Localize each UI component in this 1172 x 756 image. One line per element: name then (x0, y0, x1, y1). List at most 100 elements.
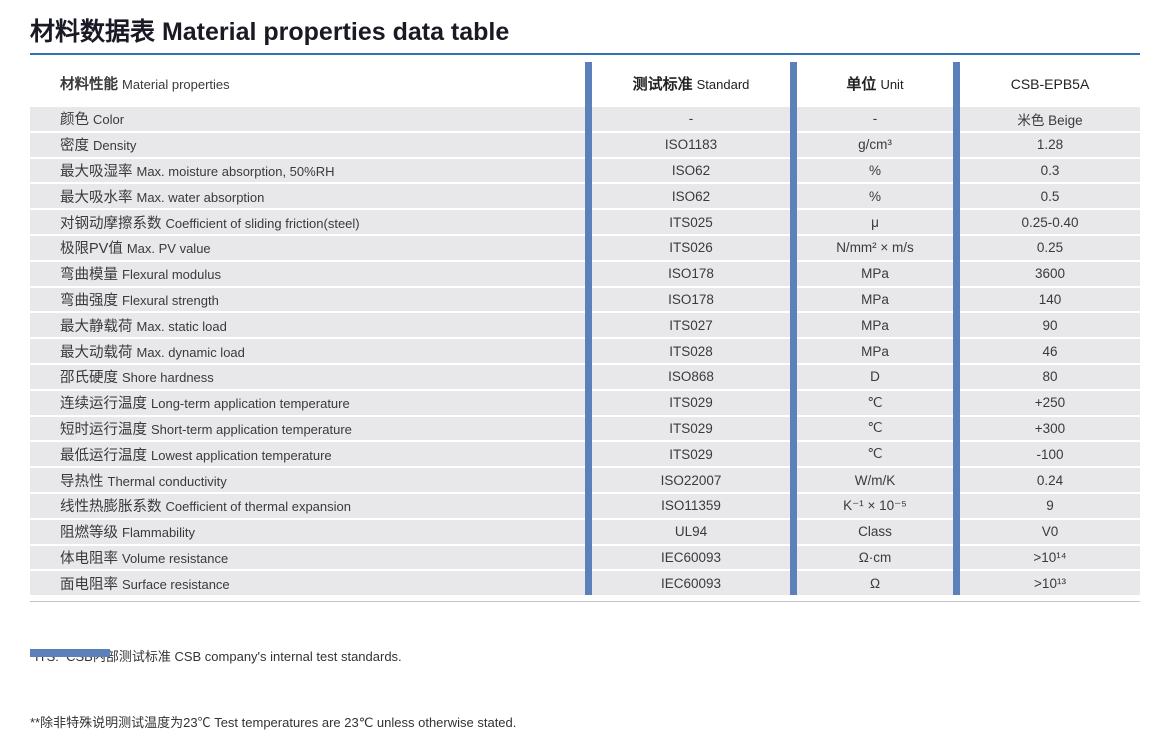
property-name-en: Surface resistance (122, 576, 230, 592)
property-cell: 短时运行温度 Short-term application temperature (30, 418, 585, 439)
standard-cell: ITS026 (669, 240, 713, 256)
property-name-en: Short-term application temperature (151, 421, 352, 437)
header-standard-zh: 测试标准 (632, 76, 693, 93)
standard-cell: ISO868 (668, 369, 714, 385)
property-cell: 最大动载荷 Max. dynamic load (30, 341, 585, 362)
standard-cell: UL94 (674, 524, 708, 540)
unit-cell: % (868, 162, 881, 178)
property-cell: 连续运行温度 Long-term application temperature (30, 392, 585, 413)
property-cell: 阻燃等级 Flammability (30, 521, 585, 542)
footnotes: *ITS: CSB内部测试标准 CSB company's internal t… (30, 602, 516, 756)
property-name-en: Flammability (122, 525, 195, 541)
unit-cell: ℃ (867, 420, 883, 436)
standard-cell: ISO62 (671, 162, 711, 178)
value-cell: -100 (1036, 446, 1064, 462)
property-cell: 邵氏硬度 Shore hardness (30, 366, 585, 387)
unit-cell: MPa (861, 343, 889, 359)
header-property-en: Material properties (122, 77, 230, 92)
property-name-zh: 邵氏硬度 (60, 370, 118, 387)
property-name-zh: 阻燃等级 (60, 525, 118, 542)
header-property: 材料性能 Material properties (30, 73, 585, 94)
property-name-zh: 面电阻率 (60, 576, 118, 593)
property-cell: 弯曲强度 Flexural strength (30, 289, 585, 310)
footnote-temperature: **除非特殊说明测试温度为23℃ Test temperatures are 2… (30, 715, 517, 730)
header-standard: 测试标准 Standard (592, 73, 790, 94)
header-standard-en: Standard (696, 77, 750, 92)
standard-cell: ITS029 (669, 446, 713, 462)
standard-cell: ISO178 (668, 266, 714, 282)
property-name-zh: 密度 (60, 138, 89, 155)
value-cell: 0.24 (1036, 472, 1064, 488)
value-cell: 3600 (1034, 266, 1066, 282)
standard-cell: ITS029 (669, 420, 713, 436)
value-cell: 0.5 (1040, 188, 1060, 204)
property-name-zh: 连续运行温度 (60, 396, 147, 413)
unit-cell: Ω (869, 575, 881, 591)
value-cell: 0.25-0.40 (1021, 214, 1079, 230)
unit-cell: ℃ (867, 446, 883, 462)
value-cell: 140 (1038, 291, 1062, 307)
property-name-en: Thermal conductivity (107, 473, 227, 489)
standard-cell: ITS029 (669, 395, 713, 411)
property-name-en: Density (93, 138, 137, 154)
property-name-zh: 最低运行温度 (60, 447, 147, 464)
property-name-zh: 弯曲强度 (60, 292, 118, 309)
value-cell: 46 (1042, 343, 1058, 359)
property-name-zh: 体电阻率 (60, 550, 118, 567)
property-cell: 最大吸湿率 Max. moisture absorption, 50%RH (30, 160, 585, 181)
property-name-en: Max. moisture absorption, 50%RH (136, 163, 335, 179)
property-name-zh: 对钢动摩擦系数 (60, 215, 162, 232)
property-name-en: Color (93, 112, 125, 128)
table-bottom-rule (30, 601, 1140, 602)
value-cell: V0 (1041, 524, 1059, 540)
standard-cell: IEC60093 (660, 549, 722, 565)
unit-cell: W/m/K (854, 472, 896, 488)
property-cell: 最低运行温度 Lowest application temperature (30, 444, 585, 465)
standard-cell: - (688, 111, 694, 127)
property-name-en: Coefficient of sliding friction(steel) (165, 215, 360, 231)
property-cell: 体电阻率 Volume resistance (30, 547, 585, 568)
property-cell: 面电阻率 Surface resistance (30, 573, 585, 594)
page-accent-bar (30, 649, 110, 657)
standard-cell: ISO22007 (660, 472, 722, 488)
value-cell: +300 (1034, 420, 1066, 436)
property-cell: 颜色 Color (30, 108, 585, 129)
column-separator-2 (790, 62, 797, 596)
value-cell: 0.25 (1036, 240, 1064, 256)
property-cell: 对钢动摩擦系数 Coefficient of sliding friction(s… (30, 212, 585, 233)
property-cell: 最大吸水率 Max. water absorption (30, 186, 585, 207)
header-grade-label: CSB-EPB5A (1010, 75, 1090, 92)
header-grade: CSB-EPB5A (960, 76, 1140, 92)
header-unit-zh: 单位 (846, 76, 877, 93)
unit-cell: Ω·cm (858, 549, 892, 565)
unit-cell: Class (858, 524, 892, 540)
value-cell: 米色 Beige (1017, 112, 1083, 128)
value-cell: 80 (1042, 369, 1058, 385)
property-name-en: Flexural strength (122, 292, 219, 308)
value-cell: >10¹⁴ (1033, 549, 1067, 565)
property-cell: 弯曲模量 Flexural modulus (30, 263, 585, 284)
property-name-zh: 最大动载荷 (60, 344, 133, 361)
property-name-en: Long-term application temperature (151, 396, 350, 412)
property-name-zh: 极限PV值 (60, 241, 123, 258)
unit-cell: % (868, 188, 881, 204)
unit-cell: μ (871, 214, 879, 230)
standard-cell: ITS028 (669, 343, 713, 359)
property-cell: 导热性 Thermal conductivity (30, 470, 585, 491)
value-cell: 0.3 (1040, 162, 1060, 178)
property-cell: 密度 Density (30, 134, 585, 155)
standard-cell: ISO11359 (661, 498, 721, 514)
property-name-en: Max. PV value (126, 241, 211, 257)
property-name-zh: 最大吸水率 (60, 189, 133, 206)
property-name-zh: 导热性 (60, 473, 104, 490)
unit-cell: MPa (861, 317, 889, 333)
column-separator-3 (953, 62, 960, 596)
property-cell: 线性热膨胀系数 Coefficient of thermal expansion (30, 495, 585, 516)
title-underline (30, 53, 1140, 55)
value-cell: 90 (1042, 317, 1058, 333)
standard-cell: ITS027 (669, 317, 713, 333)
unit-cell: N/mm² × m/s (836, 240, 914, 256)
property-name-zh: 弯曲模量 (60, 267, 118, 284)
header-property-zh: 材料性能 (60, 77, 118, 93)
property-name-zh: 颜色 (60, 112, 89, 129)
